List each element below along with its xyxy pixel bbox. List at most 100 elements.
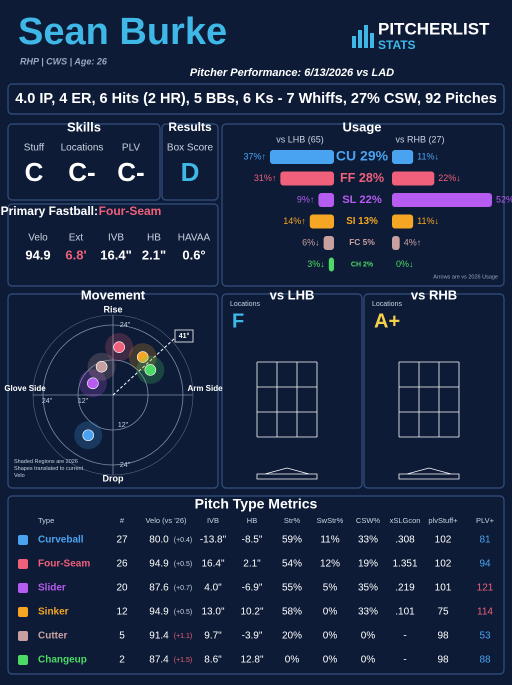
locations-label: Locations — [230, 301, 260, 308]
usage-rhb-value: 0%↓ — [396, 259, 414, 269]
cell: 102 — [435, 559, 452, 570]
table-header: xSLGcon — [390, 516, 421, 525]
fastball-label: Velo — [28, 233, 48, 244]
ring-label: 24" — [42, 398, 53, 405]
skill-label: PLV — [122, 143, 140, 154]
skill-grade: C — [25, 157, 44, 187]
panel-title: Pitch Type Metrics — [195, 496, 318, 512]
usage-rhb-label: vs RHB (27) — [395, 134, 444, 144]
fastball-label: HAVAA — [178, 233, 211, 244]
fastball-label: HB — [147, 233, 161, 244]
usage-pitch: CU 29% — [336, 148, 389, 164]
cell: -13.8" — [200, 535, 227, 546]
movement-note: Shaded Regions are 2026 Shapes translated… — [14, 459, 84, 479]
cell-diff: (+0.5) — [174, 609, 192, 616]
cell: 94.9 — [149, 559, 169, 570]
cell-plv: 88 — [479, 655, 491, 666]
panel-title: Primary Fastball: — [1, 204, 98, 218]
logo-icon — [352, 25, 374, 48]
cell: 98 — [437, 631, 449, 642]
movement-panel — [7, 293, 219, 489]
cell: 55% — [282, 583, 302, 594]
cell-plv: 94 — [479, 559, 491, 570]
pitch-name: Sinker — [38, 607, 69, 618]
player-name: Sean Burke — [18, 11, 227, 53]
usage-panel — [221, 123, 505, 287]
usage-bar-rhb — [392, 236, 400, 250]
movement-point — [136, 351, 149, 363]
pitch-name: Curveball — [38, 535, 84, 546]
usage-rhb-value: 22%↓ — [438, 173, 461, 183]
usage-pitch: CH 2% — [351, 261, 374, 268]
note-line: Velo — [14, 473, 25, 479]
cell: 1.351 — [392, 559, 417, 570]
cell: 12 — [116, 607, 128, 618]
usage-pitch: FF 28% — [340, 171, 384, 185]
cell: 12.8" — [240, 655, 263, 666]
cell-diff: (+1.1) — [174, 633, 192, 640]
home-plate — [398, 467, 460, 480]
usage-pitch: SL 22% — [342, 194, 382, 206]
movement-point — [82, 429, 95, 442]
usage-bar-lhb — [323, 236, 334, 250]
rhb-panel — [363, 293, 505, 489]
cell: 87.6 — [149, 583, 169, 594]
table-header: IVB — [207, 516, 219, 525]
usage-bar-lhb — [318, 193, 334, 207]
panel-title: vs LHB — [270, 287, 315, 302]
cell: 33% — [358, 607, 378, 618]
fastball-value: 0.6° — [182, 247, 205, 262]
player-info: RHP | CWS | Age: 26 — [20, 56, 108, 66]
usage-rhb-value: 52%↑ — [496, 194, 512, 204]
usage-bar-rhb — [392, 171, 435, 186]
usage-rhb-value: 11%↓ — [417, 151, 439, 161]
cell-diff: (+0.4) — [174, 537, 192, 544]
results-panel — [161, 123, 219, 201]
fastball-label: Ext — [69, 233, 84, 244]
movement-point — [113, 341, 125, 353]
usage-bar-lhb — [328, 257, 334, 272]
table-panel — [7, 495, 505, 675]
performance: Pitcher Performance: 6/13/2026 vs LAD — [190, 67, 394, 79]
skill-grade: C- — [68, 157, 95, 187]
logo-main: PITCHERLIST — [378, 19, 490, 38]
cell: 26 — [116, 559, 128, 570]
skills-panel — [7, 123, 161, 201]
ring-label: 24" — [120, 462, 131, 469]
cell: 35% — [358, 583, 378, 594]
logo-sub: STATS — [378, 38, 416, 52]
table-header: PLV+ — [476, 516, 495, 525]
cell: .308 — [395, 535, 415, 546]
cell: 13.0" — [201, 607, 224, 618]
summary-box — [7, 83, 505, 115]
cell: 33% — [358, 535, 378, 546]
cell: 94.9 — [149, 607, 169, 618]
movement-right: Arm Side — [187, 384, 223, 393]
usage-lhb-label: vs LHB (65) — [276, 134, 324, 144]
pitch-name: Cutter — [38, 631, 68, 642]
results-label: Box Score — [167, 143, 214, 154]
usage-bar-rhb — [392, 150, 414, 164]
cell-diff: (+1.5) — [174, 657, 192, 664]
cell: -8.5" — [242, 535, 263, 546]
results-grade: D — [181, 157, 200, 187]
movement-top: Rise — [103, 304, 122, 314]
usage-note: Arrows are vs 2026 Usage — [433, 274, 498, 280]
fastball-value: 2.1" — [142, 247, 166, 262]
cell: 0% — [323, 655, 338, 666]
cell: 80.0 — [149, 535, 169, 546]
cell: 58% — [282, 607, 302, 618]
cell: 0% — [361, 631, 376, 642]
fastball-label: IVB — [108, 233, 124, 244]
cell: -6.9" — [242, 583, 263, 594]
cell: 2.1" — [243, 559, 261, 570]
cell: 75 — [437, 607, 449, 618]
pitch-name: Slider — [38, 583, 66, 594]
cell: 91.4 — [149, 631, 169, 642]
pitch-swatch — [18, 655, 28, 665]
cell: 0% — [285, 655, 300, 666]
skill-label: Locations — [61, 143, 104, 154]
usage-bar-rhb — [392, 193, 492, 207]
home-plate — [256, 467, 318, 480]
usage-lhb-value: 31%↑ — [254, 173, 277, 183]
